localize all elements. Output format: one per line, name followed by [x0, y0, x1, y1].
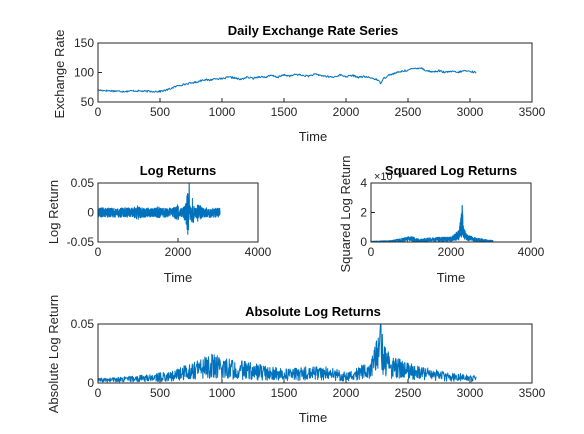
squared-log-returns-y-tick-label: 0: [360, 235, 367, 249]
absolute-log-returns-x-tick-label: 2500: [395, 386, 422, 400]
absolute-log-returns-x-tick-label: 500: [150, 386, 170, 400]
squared-log-returns-title: Squared Log Returns: [385, 163, 517, 178]
absolute-log-returns-y-tick-label: 0: [87, 376, 94, 390]
rate-x-axis-label: Time: [299, 129, 327, 144]
rate-x-tick-label: 1000: [209, 105, 236, 119]
absolute-log-returns-series-line: [97, 323, 477, 383]
log-returns-series-line: [97, 182, 221, 235]
absolute-log-returns-chart: Absolute Log Returns Time Absolute Log R…: [46, 295, 546, 425]
squared-log-returns-y-tick-label: 2: [360, 206, 367, 220]
rate-x-tick-label: 3500: [519, 105, 546, 119]
absolute-log-returns-ticks: 0 500 1000 1500 2000 2500 3000 3500 0 0.05: [71, 317, 546, 400]
squared-log-returns-x-tick-label: 2000: [438, 245, 465, 259]
absolute-log-returns-x-tick-label: 1000: [209, 386, 236, 400]
rate-axes-box: [97, 42, 533, 103]
log-returns-y-tick-label: -0.05: [67, 235, 95, 249]
absolute-log-returns-x-axis-label: Time: [299, 410, 327, 425]
squared-log-returns-y-axis-label: Squared Log Return: [338, 155, 353, 272]
absolute-log-returns-y-tick-label: 0.05: [71, 317, 95, 331]
log-returns-y-axis-label: Log Return: [46, 180, 61, 244]
absolute-log-returns-x-tick-label: 3000: [457, 386, 484, 400]
log-returns-axes-box: [97, 182, 259, 243]
log-returns-y-tick-label: 0.05: [71, 176, 95, 190]
log-returns-x-tick-label: 4000: [245, 245, 272, 259]
rate-x-tick-label: 3000: [457, 105, 484, 119]
squared-log-returns-chart: Squared Log Returns ×10⁻³ Time Squared L…: [338, 155, 545, 285]
rate-x-tick-label: 1500: [271, 105, 298, 119]
absolute-log-returns-axes-box: [97, 323, 533, 384]
squared-log-returns-axes-box: [370, 182, 532, 243]
squared-log-returns-x-tick-label: 4000: [518, 245, 545, 259]
log-returns-title: Log Returns: [140, 163, 217, 178]
log-returns-x-tick-label: 0: [95, 245, 102, 259]
absolute-log-returns-x-tick-label: 1500: [271, 386, 298, 400]
absolute-log-returns-x-tick-label: 2000: [333, 386, 360, 400]
squared-log-returns-ticks: 0 2000 4000 0 2 4: [360, 176, 544, 259]
rate-ticks: 0 500 1000 1500 2000 2500 3000 3500 50 100 150: [74, 36, 546, 119]
log-returns-chart: Log Returns Time Log Return 0 2000 4000 -0.…: [46, 163, 272, 285]
absolute-log-returns-y-axis-label: Absolute Log Return: [46, 295, 61, 414]
rate-chart-title: Daily Exchange Rate Series: [228, 23, 399, 38]
squared-log-returns-x-tick-label: 0: [368, 245, 375, 259]
log-returns-y-tick-label: 0: [87, 206, 94, 220]
absolute-log-returns-x-tick-label: 3500: [519, 386, 546, 400]
squared-log-returns-exponent: ×10⁻³: [374, 171, 402, 183]
rate-series-line: [97, 67, 477, 93]
rate-x-tick-label: 2500: [395, 105, 422, 119]
squared-log-returns-y-tick-label: 4: [360, 176, 367, 190]
absolute-log-returns-title: Absolute Log Returns: [245, 304, 381, 319]
rate-x-tick-label: 0: [95, 105, 102, 119]
squared-log-returns-x-axis-label: Time: [437, 270, 465, 285]
log-returns-x-tick-label: 2000: [165, 245, 192, 259]
squared-log-returns-series-line: [370, 204, 494, 243]
rate-y-tick-label: 150: [74, 36, 94, 50]
log-returns-x-axis-label: Time: [164, 270, 192, 285]
rate-y-axis-label: Exchange Rate: [52, 30, 67, 119]
rate-y-tick-label: 50: [81, 95, 95, 109]
rate-x-tick-label: 2000: [333, 105, 360, 119]
rate-x-tick-label: 500: [150, 105, 170, 119]
absolute-log-returns-x-tick-label: 0: [95, 386, 102, 400]
rate-chart: Daily Exchange Rate Series Time Exchange…: [52, 23, 546, 144]
rate-y-tick-label: 100: [74, 66, 94, 80]
